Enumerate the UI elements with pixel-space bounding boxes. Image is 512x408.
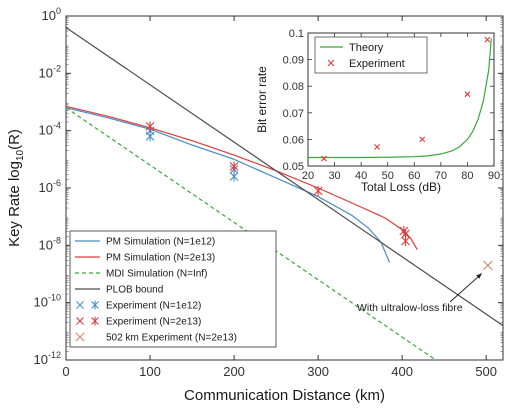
y-tick-label: 10-12 — [34, 350, 61, 367]
legend-swatch-5-b — [91, 316, 99, 326]
legend-swatch-4-a — [76, 301, 84, 309]
inset-series-area — [308, 36, 492, 162]
main-series-area — [66, 26, 503, 360]
inset-data-point-1-0 — [321, 155, 327, 162]
annotation-arrow-line — [449, 273, 483, 303]
y-tick-label: 100 — [42, 6, 61, 23]
inset-data-point-1-4 — [484, 36, 491, 43]
annotation-text: With ultralow-loss fibre — [357, 302, 463, 314]
inset-x-tick-label: 90 — [488, 170, 500, 182]
main-legend-box — [69, 230, 277, 348]
inset-x-tick-label: 30 — [328, 170, 340, 182]
inset-x-tick-label: 70 — [435, 170, 447, 182]
data-point-5-2 — [313, 185, 323, 196]
data-point-6-0 — [482, 260, 493, 271]
inset-data-point-1-3 — [464, 91, 471, 98]
legend-label-2: MDI Simulation (N=Inf) — [106, 269, 207, 280]
data-point-4-3 — [229, 171, 239, 182]
legend-label-6: 502 km Experiment (N=2e13) — [106, 333, 237, 344]
inset-x-tick-label: 50 — [382, 170, 394, 182]
inset-x-axis-title: Total Loss (dB) — [361, 180, 441, 194]
inset-legend-label-1: Experiment — [349, 58, 405, 70]
inset-y-tick-label: 0.1 — [289, 28, 304, 40]
main-legend: PM Simulation (N=1e12) PM Simulation (N=2… — [69, 230, 277, 348]
inset-y-tick-label: 0.09 — [283, 55, 304, 67]
x-tick-label: 300 — [307, 364, 329, 379]
legend-label-5: Experiment (N=2e13) — [106, 317, 201, 328]
inset-x-tick-label: 60 — [408, 170, 420, 182]
inset-x-tick-label: 20 — [302, 170, 314, 182]
legend-swatch-5-a — [76, 317, 84, 325]
y-tick-label: 10-4 — [39, 121, 61, 138]
series-line-0 — [66, 107, 391, 263]
inset-legend-swatch-1 — [327, 59, 335, 67]
inset-legend-label-0: Theory — [349, 42, 384, 54]
inset-y-axis-title: Bit error rate — [255, 66, 269, 133]
inset-x-tick-label: 40 — [355, 170, 367, 182]
x-tick-label: 0 — [62, 364, 69, 379]
inset-y-tick-label: 0.08 — [283, 81, 304, 93]
annotation-arrow-head — [476, 273, 482, 279]
y-tick-label: 10-2 — [39, 63, 61, 80]
inset-data-point-1-2 — [419, 136, 426, 143]
data-point-5-1 — [229, 161, 239, 172]
x-tick-label: 200 — [223, 364, 245, 379]
data-point-5-0 — [145, 121, 155, 132]
inset-data-point-1-1 — [374, 143, 380, 150]
y-tick-label: 10-6 — [39, 178, 61, 195]
inset-plot: 0.05 0.06 0.07 0.08 0.09 0.1 20 30 40 50 60 70 80 90 T… — [255, 28, 500, 194]
y-tick-label: 10-10 — [34, 293, 61, 310]
data-point-5-3 — [399, 226, 409, 236]
inset-y-tick-label: 0.06 — [283, 134, 304, 146]
inset-y-tick-label: 0.05 — [283, 161, 304, 173]
inset-series-line-0 — [308, 38, 492, 159]
data-point-4-1 — [145, 131, 155, 142]
x-tick-label: 500 — [475, 364, 497, 379]
legend-swatch-6 — [75, 332, 85, 342]
inset-x-tick-label: 80 — [461, 170, 473, 182]
inset-y-tick-label: 0.07 — [283, 108, 304, 120]
x-tick-label: 400 — [391, 364, 413, 379]
legend-label-4: Experiment (N=1e12) — [106, 301, 201, 312]
inset-legend-box — [314, 36, 428, 74]
legend-label-3: PLOB bound — [106, 285, 163, 296]
data-point-5-5 — [401, 236, 410, 247]
x-axis-title: Communication Distance (km) — [184, 387, 385, 404]
series-line-3 — [66, 26, 503, 327]
y-tick-label: 10-8 — [39, 235, 61, 252]
legend-label-1: PM Simulation (N=2e13) — [106, 253, 215, 264]
y-axis-title: Key Rate log10(R) — [6, 129, 26, 247]
inset-legend: Theory Experiment — [314, 36, 428, 74]
x-tick-label: 100 — [139, 364, 161, 379]
series-line-2 — [66, 107, 437, 360]
legend-label-0: PM Simulation (N=1e12) — [106, 237, 215, 248]
legend-swatch-4-b — [91, 300, 99, 310]
